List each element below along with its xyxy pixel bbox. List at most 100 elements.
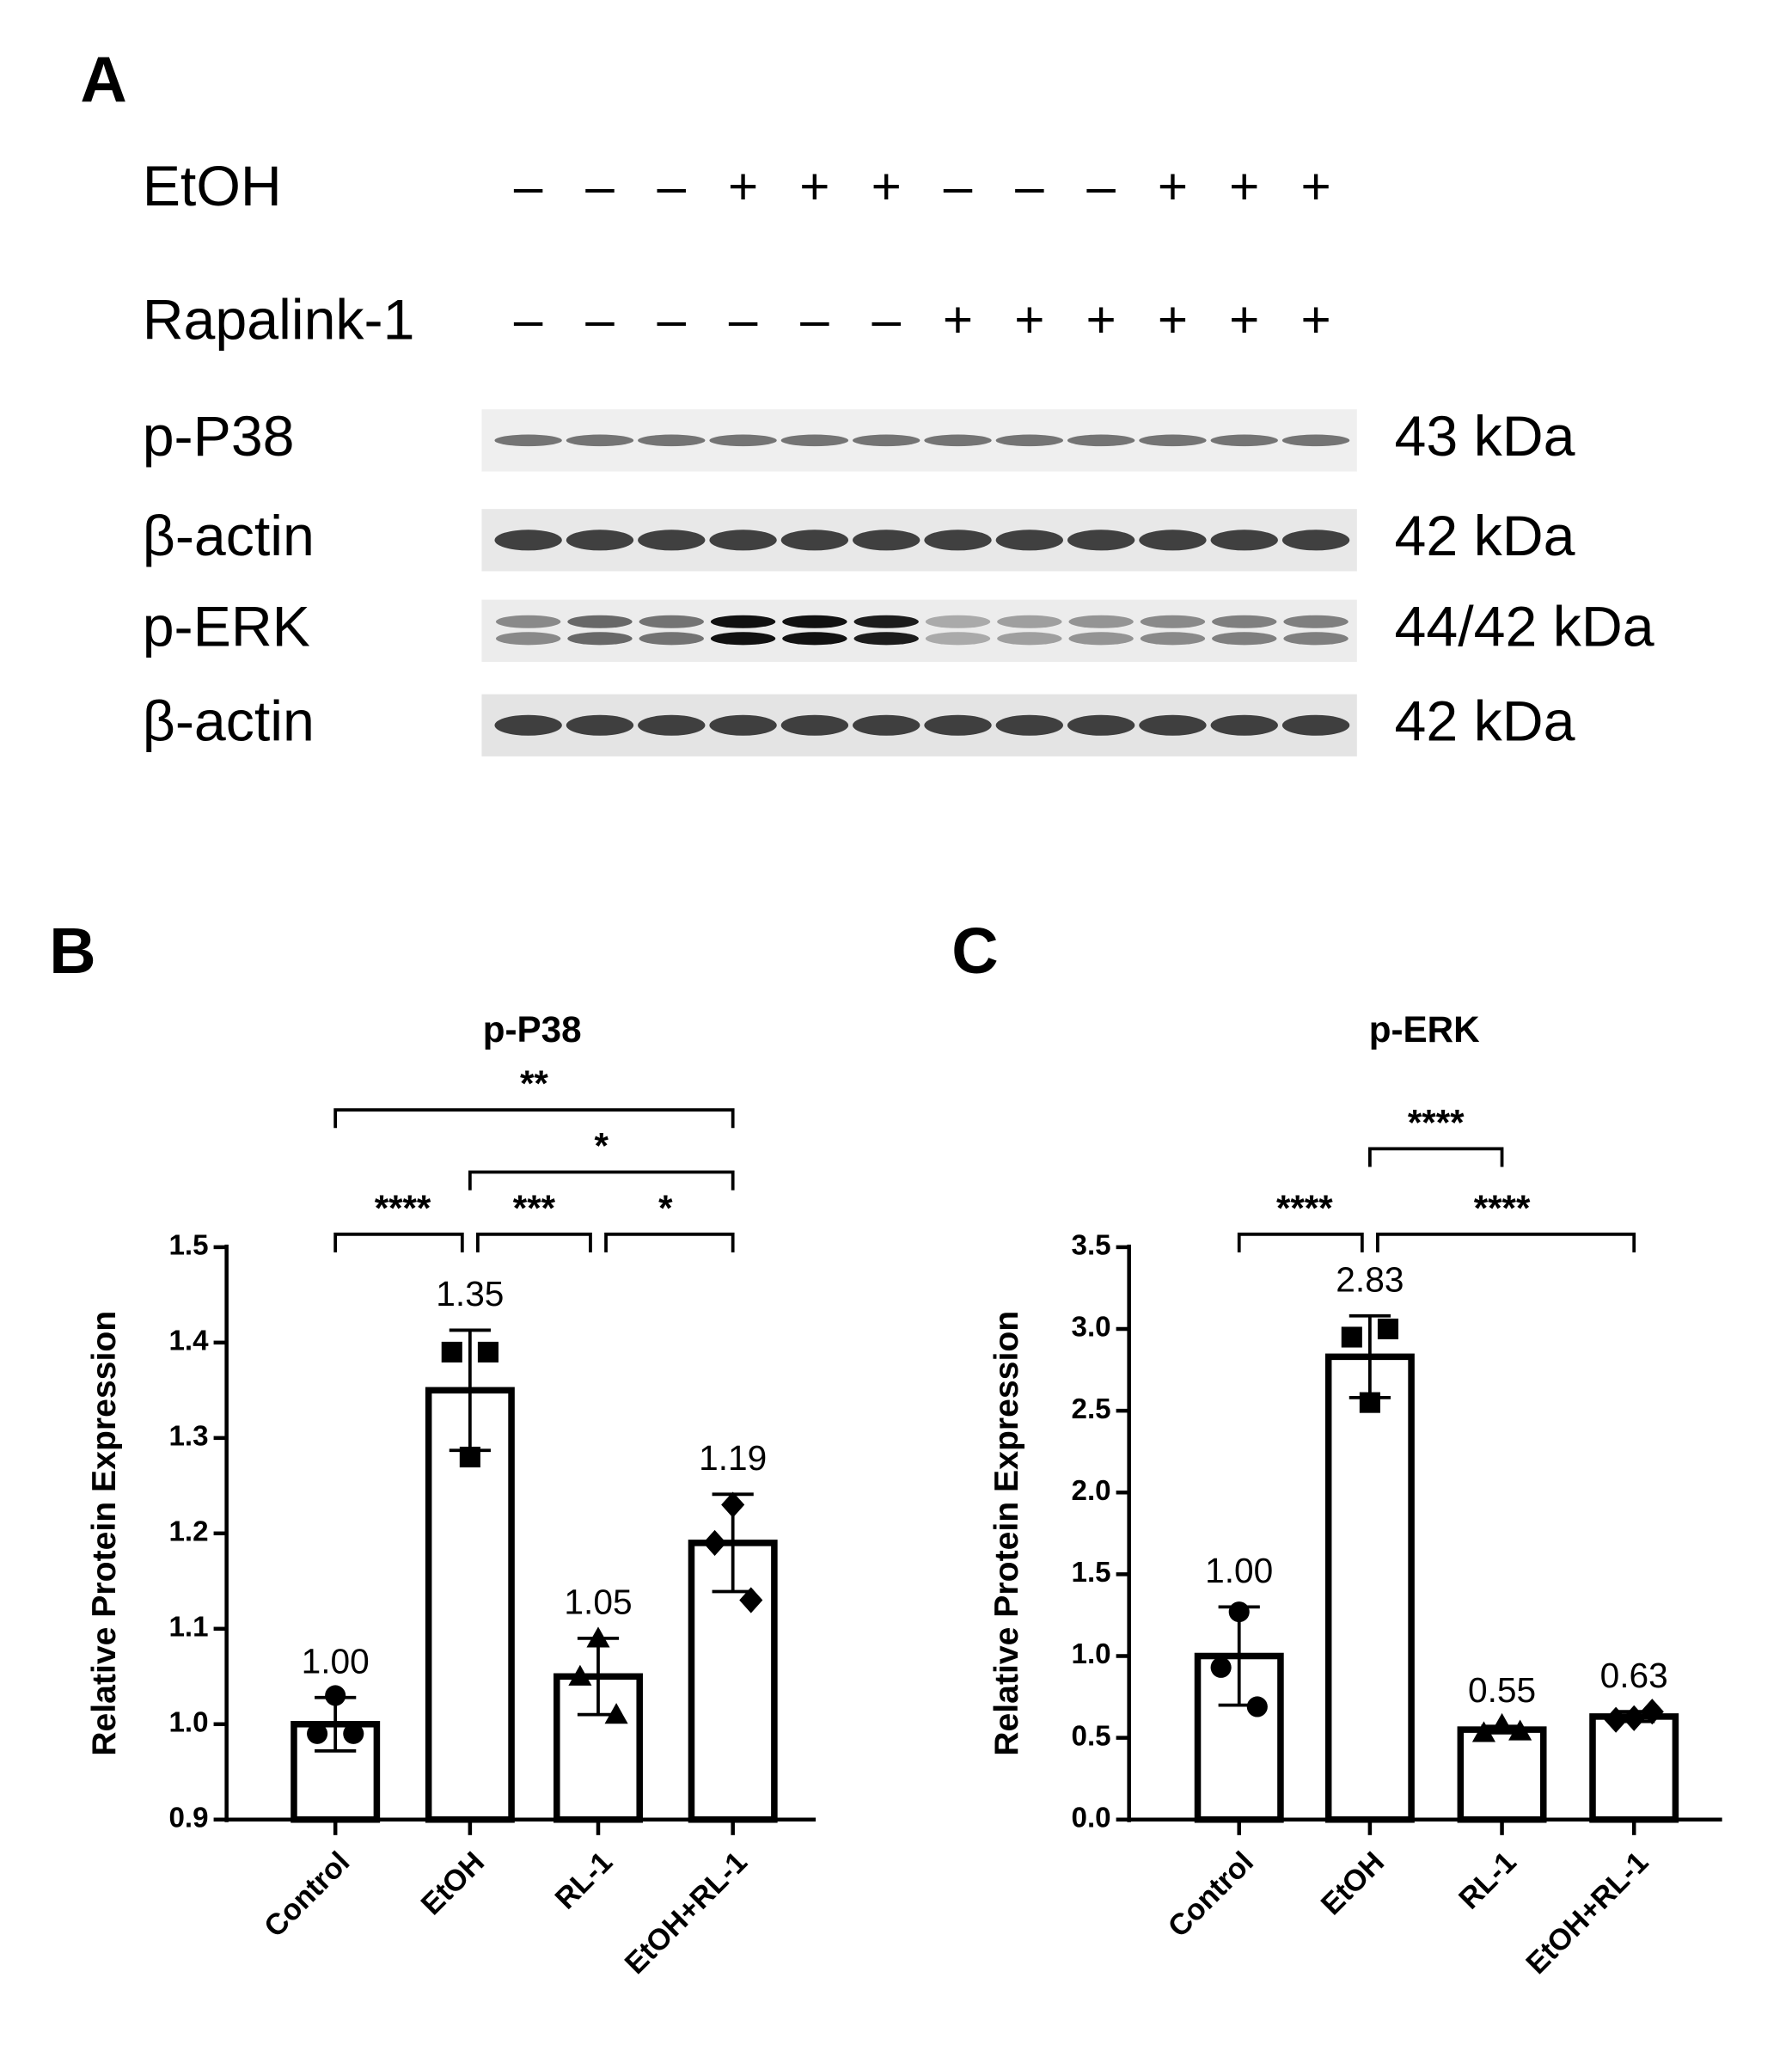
y-tick-label: 0.0 [1072,1803,1111,1834]
significance-bracket: **** [333,1188,464,1252]
data-point [604,1703,628,1724]
treatment-sign: – [514,291,543,349]
data-point [1228,1601,1250,1623]
blot-band [997,615,1062,628]
blot-band [1067,530,1135,551]
bracket-line [604,1232,735,1252]
significance-label: **** [1408,1102,1465,1142]
blot-band [1139,714,1207,736]
blot-band [782,632,847,646]
blot-size: 42 kDa [1395,505,1575,568]
blot-band [1210,434,1278,447]
value-label: 0.55 [1468,1670,1536,1710]
treatment-sign: – [800,291,829,349]
blot-band [639,615,704,628]
y-tick-label: 2.5 [1072,1393,1111,1425]
blot-band [638,714,706,736]
bracket-line [476,1232,592,1252]
blot-background [481,599,1357,662]
blot-band [494,714,562,736]
blot-band [710,632,776,646]
blot-band [1140,615,1206,628]
blot-band [997,632,1062,646]
blot-band [567,615,633,628]
blot-label: p-P38 [143,405,295,468]
significance-bracket: *** [476,1188,592,1252]
data-point [459,1446,480,1468]
data-point [586,1626,610,1648]
blot-band [1210,714,1278,736]
blot-band [1283,632,1349,646]
blot-band [567,632,633,646]
panel-label: A [80,43,126,115]
blot-band [1067,714,1135,736]
treatment-sign: + [1229,291,1259,349]
blot-band [1212,615,1277,628]
data-point [441,1341,462,1363]
bracket-line [333,1108,735,1129]
blot-band [853,714,920,736]
blot-band [1068,615,1134,628]
blot-size: 43 kDa [1395,405,1575,468]
value-label: 2.83 [1336,1259,1404,1299]
data-point [739,1587,763,1613]
value-label: 1.00 [302,1641,370,1681]
blot-band [1140,632,1206,646]
data-point [721,1491,745,1518]
treatment-sign: – [944,156,973,215]
blot-band [639,632,704,646]
blot-band [1281,530,1350,551]
y-axis-label: Relative Protein Expression [86,1311,123,1756]
blot-band [1283,615,1349,628]
treatment-label: EtOH [143,155,282,218]
data-point [1508,1719,1532,1741]
blot-band [924,530,992,551]
y-tick-label: 3.5 [1072,1230,1111,1262]
blot-band [995,714,1063,736]
treatment-sign: + [1300,156,1330,215]
value-label: 1.35 [436,1274,504,1313]
significance-label: **** [1276,1188,1333,1228]
y-axis-label: Relative Protein Expression [988,1311,1025,1756]
treatment-sign: + [1158,156,1188,215]
significance-bracket: **** [1237,1188,1364,1252]
blot-band [853,632,919,646]
significance-label: **** [375,1188,431,1228]
bracket-line [333,1232,464,1252]
value-label: 1.19 [699,1438,767,1478]
treatment-sign: + [943,291,973,349]
significance-label: * [595,1126,609,1166]
blot-band [1210,530,1278,551]
blot-band [495,632,561,646]
data-point [1604,1706,1628,1733]
treatment-sign: + [1086,291,1116,349]
treatment-sign: + [799,156,829,215]
panel-label: C [951,915,998,987]
blot-label: p-ERK [143,595,310,658]
panel-label: B [49,915,95,987]
significance-label: * [658,1188,673,1228]
data-point [703,1529,727,1556]
data-point [1341,1326,1362,1348]
bracket-line [1376,1232,1636,1252]
bar [1457,1726,1547,1823]
significance-label: *** [513,1188,556,1228]
blot-band [709,530,777,551]
blot-band [1139,434,1207,447]
significance-bracket: * [468,1126,735,1191]
blot-band [782,615,847,628]
significance-label: **** [1474,1188,1531,1228]
significance-label: ** [520,1063,548,1104]
blot-band [924,714,992,736]
value-label: 1.00 [1205,1551,1273,1590]
treatment-sign: – [1015,156,1044,215]
y-tick-label: 2.0 [1072,1475,1111,1507]
treatment-sign: – [585,291,615,349]
y-tick-label: 1.2 [168,1516,208,1548]
blot-label: β-actin [143,689,315,753]
chart-title: p-ERK [1369,1009,1480,1050]
treatment-sign: – [585,156,615,215]
significance-bracket: **** [1376,1188,1636,1252]
blot-band [925,615,991,628]
treatment-sign: – [1086,156,1116,215]
